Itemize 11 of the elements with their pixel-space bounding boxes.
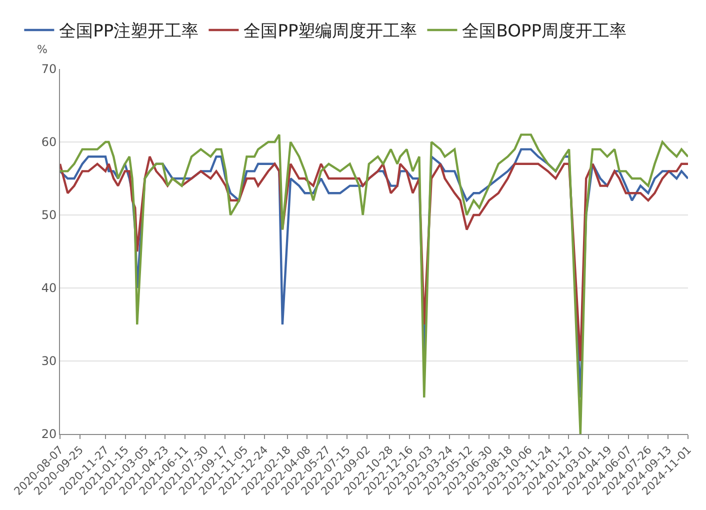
- y-tick-label: 70: [41, 62, 57, 76]
- y-tick-label: 20: [41, 427, 57, 442]
- legend-label: 全国PP注塑开工率: [59, 22, 199, 42]
- legend-label: 全国PP塑编周度开工率: [244, 22, 418, 42]
- y-tick-label: 30: [41, 354, 57, 368]
- y-tick-label: 50: [41, 208, 57, 222]
- y-tick-label: 60: [41, 135, 57, 150]
- y-tick-label: 40: [41, 281, 57, 296]
- legend-label: 全国BOPP周度开工率: [462, 22, 626, 42]
- y-axis-title: %: [37, 43, 48, 56]
- line-series: [60, 156, 688, 362]
